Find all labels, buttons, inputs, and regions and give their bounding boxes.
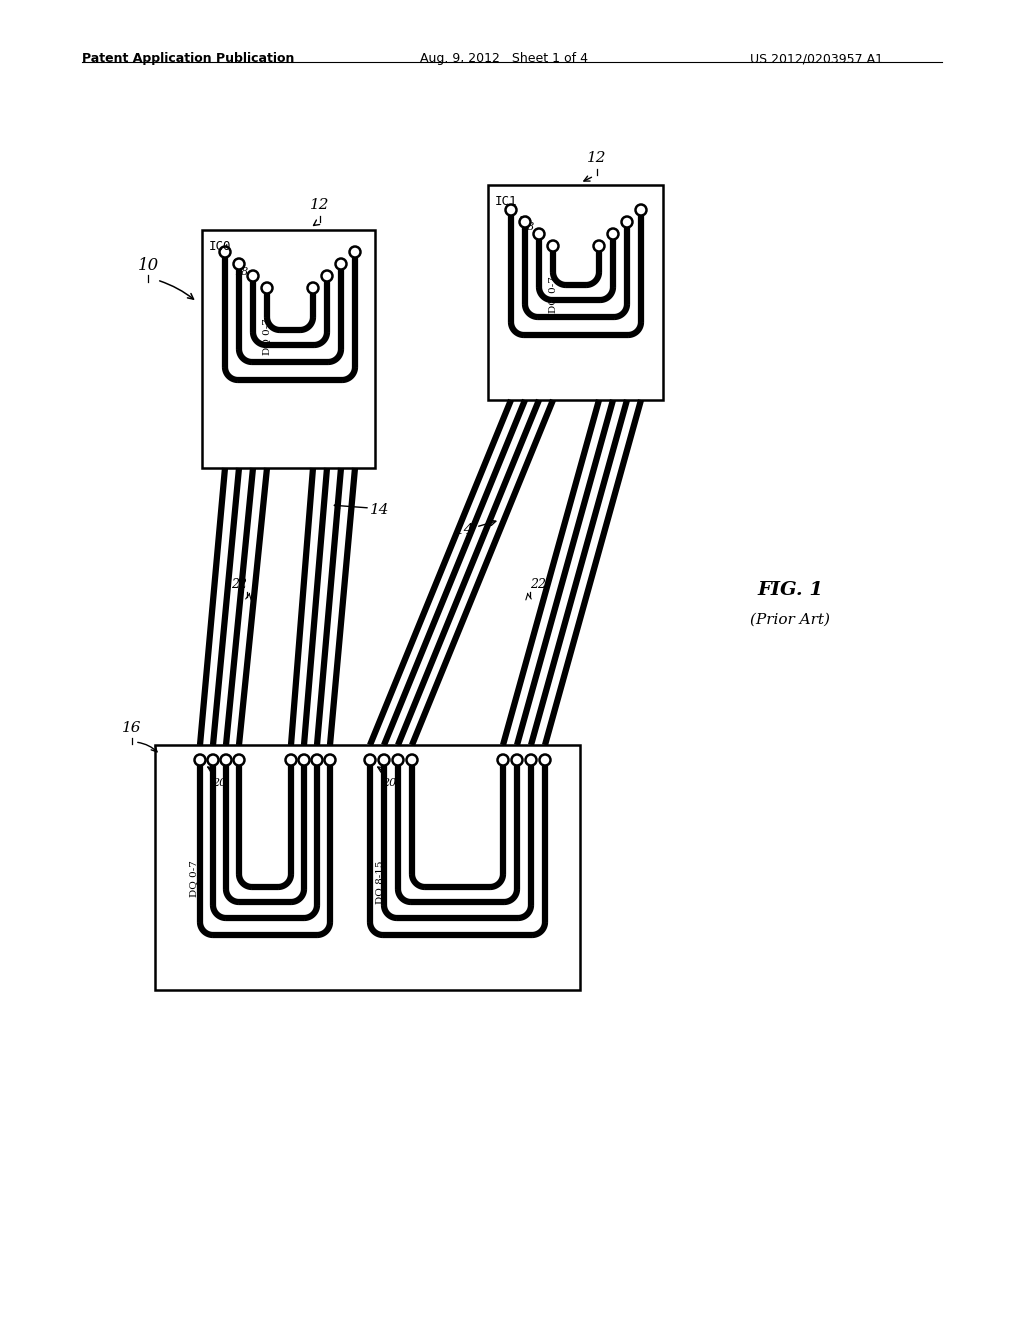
- Text: 20: 20: [212, 777, 226, 788]
- Text: IC1: IC1: [495, 195, 517, 209]
- Text: DQ 0-7: DQ 0-7: [189, 861, 198, 896]
- Text: (Prior Art): (Prior Art): [750, 612, 830, 627]
- Text: Patent Application Publication: Patent Application Publication: [82, 51, 294, 65]
- Circle shape: [322, 271, 333, 281]
- Text: FIG. 1: FIG. 1: [757, 581, 823, 599]
- Text: DQ 8-15: DQ 8-15: [375, 861, 384, 903]
- Circle shape: [379, 755, 389, 766]
- Circle shape: [349, 247, 360, 257]
- Circle shape: [519, 216, 530, 227]
- Circle shape: [525, 755, 537, 766]
- Bar: [488, 185, 663, 400]
- Circle shape: [208, 755, 218, 766]
- Text: 22: 22: [231, 578, 247, 591]
- Text: 20: 20: [382, 777, 396, 788]
- Circle shape: [219, 247, 230, 257]
- Circle shape: [407, 755, 418, 766]
- Circle shape: [607, 228, 618, 239]
- Bar: [202, 230, 375, 469]
- Text: DQ 0-7: DQ 0-7: [548, 276, 557, 313]
- Circle shape: [636, 205, 646, 215]
- Circle shape: [325, 755, 336, 766]
- Circle shape: [248, 271, 258, 281]
- Text: US 2012/0203957 A1: US 2012/0203957 A1: [750, 51, 883, 65]
- Text: 16: 16: [122, 721, 141, 735]
- Circle shape: [220, 755, 231, 766]
- Text: 12: 12: [587, 150, 607, 165]
- Circle shape: [534, 228, 545, 239]
- Circle shape: [336, 259, 346, 269]
- Circle shape: [512, 755, 522, 766]
- Bar: [155, 744, 580, 990]
- Circle shape: [261, 282, 272, 293]
- Circle shape: [540, 755, 551, 766]
- Circle shape: [307, 282, 318, 293]
- Text: 18: 18: [234, 267, 248, 277]
- Text: DQ 0-7: DQ 0-7: [262, 318, 271, 355]
- Text: 12: 12: [310, 198, 330, 213]
- Circle shape: [498, 755, 509, 766]
- Circle shape: [506, 205, 516, 215]
- Text: IC0: IC0: [209, 240, 231, 253]
- Circle shape: [548, 240, 558, 252]
- Circle shape: [233, 755, 245, 766]
- Text: 14: 14: [371, 503, 390, 517]
- Text: Aug. 9, 2012   Sheet 1 of 4: Aug. 9, 2012 Sheet 1 of 4: [420, 51, 588, 65]
- Circle shape: [233, 259, 245, 269]
- Circle shape: [392, 755, 403, 766]
- Text: 10: 10: [137, 256, 159, 273]
- Circle shape: [286, 755, 297, 766]
- Circle shape: [195, 755, 206, 766]
- Circle shape: [311, 755, 323, 766]
- Circle shape: [299, 755, 309, 766]
- Text: 14: 14: [456, 523, 475, 537]
- Text: 18: 18: [520, 222, 535, 232]
- Text: 22: 22: [530, 578, 546, 591]
- Circle shape: [622, 216, 633, 227]
- Circle shape: [594, 240, 604, 252]
- Circle shape: [365, 755, 376, 766]
